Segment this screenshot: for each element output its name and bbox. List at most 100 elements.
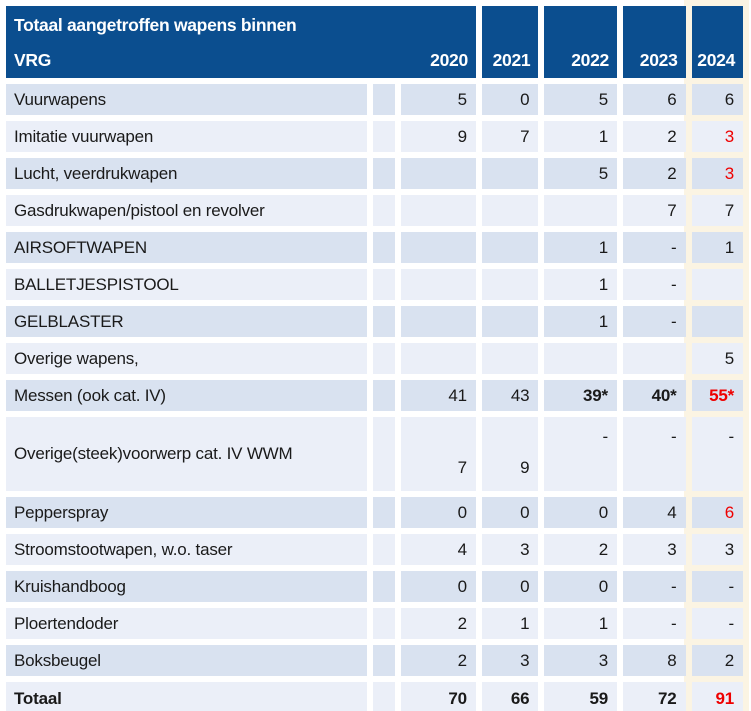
value-cell: 6	[691, 497, 743, 528]
value-cell: 3	[691, 121, 743, 152]
row-label: Pepperspray	[6, 497, 368, 528]
row-label: Messen (ook cat. IV)	[6, 380, 368, 411]
value-cell: 39*	[544, 380, 617, 411]
value-cell	[481, 306, 539, 337]
table-row: Boksbeugel 2 3 3 8 2	[6, 645, 743, 676]
column-header-2021: 2021	[481, 6, 539, 78]
table-row: Overige(steek)voorwerp cat. IV WWM 7 9- - -	[6, 417, 743, 491]
value-cell	[544, 343, 617, 374]
row-label: Vuurwapens	[6, 84, 368, 115]
value-cell: 1	[544, 608, 617, 639]
row-label: AIRSOFTWAPEN	[6, 232, 368, 263]
value-cell	[481, 195, 539, 226]
row-label: Lucht, veerdrukwapen	[6, 158, 368, 189]
value-cell: 3	[622, 534, 686, 565]
row-label: Imitatie vuurwapen	[6, 121, 368, 152]
value-cell: 4	[401, 534, 476, 565]
value-cell: 7	[401, 417, 476, 491]
value-cell: 5	[544, 158, 617, 189]
value-cell: 70	[401, 682, 476, 711]
row-label: Totaal	[6, 682, 368, 711]
row-label: Ploertendoder	[6, 608, 368, 639]
value-cell: 2	[401, 645, 476, 676]
value-cell: -	[691, 571, 743, 602]
table-body: Vuurwapens 5 0 5 6 6 Imitatie vuurwapen 9 7 1 2 3 Lu…	[6, 84, 743, 711]
table-row: Ploertendoder 2 1 1- -	[6, 608, 743, 639]
column-header-2024: 2024	[691, 6, 743, 78]
spacer-cell	[373, 380, 396, 411]
value-cell	[401, 195, 476, 226]
value-cell: -	[622, 269, 686, 300]
spacer-cell	[373, 306, 396, 337]
value-cell: -	[691, 417, 743, 491]
value-cell: 4	[622, 497, 686, 528]
value-cell: -	[691, 608, 743, 639]
value-cell: -	[622, 608, 686, 639]
spacer-cell	[373, 497, 396, 528]
spacer-cell	[373, 534, 396, 565]
row-label: Overige(steek)voorwerp cat. IV WWM	[6, 417, 368, 491]
value-cell	[481, 232, 539, 263]
table-row: Pepperspray 0 0 0 4 6	[6, 497, 743, 528]
spacer-cell	[373, 269, 396, 300]
table-row: Kruishandboog 0 0 0- -	[6, 571, 743, 602]
value-cell: 5	[691, 343, 743, 374]
value-cell: 59	[544, 682, 617, 711]
value-cell: 9	[481, 417, 539, 491]
value-cell: 6	[691, 84, 743, 115]
value-cell: 0	[401, 571, 476, 602]
value-cell: 43	[481, 380, 539, 411]
value-cell: 0	[481, 571, 539, 602]
spacer-cell	[373, 645, 396, 676]
value-cell: 0	[544, 571, 617, 602]
value-cell: 0	[544, 497, 617, 528]
value-cell: 3	[691, 534, 743, 565]
column-header-2023: 2023	[622, 6, 686, 78]
value-cell: -	[622, 571, 686, 602]
value-cell: 2	[691, 645, 743, 676]
spacer-cell	[373, 232, 396, 263]
row-label: GELBLASTER	[6, 306, 368, 337]
row-label: Overige wapens,	[6, 343, 368, 374]
value-cell: 40*	[622, 380, 686, 411]
value-cell: 1	[691, 232, 743, 263]
spacer-cell	[373, 158, 396, 189]
spacer-cell	[373, 343, 396, 374]
table-row: AIRSOFTWAPEN 1-1	[6, 232, 743, 263]
row-label: Boksbeugel	[6, 645, 368, 676]
table-row: Messen (ook cat. IV) 41 43 39* 40* 55*	[6, 380, 743, 411]
spacer-cell	[373, 195, 396, 226]
value-cell: 1	[544, 232, 617, 263]
column-header-2022: 2022	[544, 6, 617, 78]
value-cell: 7	[622, 195, 686, 226]
value-cell	[691, 306, 743, 337]
spacer-cell	[373, 608, 396, 639]
value-cell: 3	[691, 158, 743, 189]
value-cell	[401, 343, 476, 374]
table-row: Imitatie vuurwapen 9 7 1 2 3	[6, 121, 743, 152]
table-row: GELBLASTER 1-	[6, 306, 743, 337]
value-cell	[401, 232, 476, 263]
value-cell: 72	[622, 682, 686, 711]
table-row: Overige wapens, 5	[6, 343, 743, 374]
value-cell: -	[622, 306, 686, 337]
value-cell: 1	[544, 121, 617, 152]
spacer-cell	[373, 417, 396, 491]
value-cell: 66	[481, 682, 539, 711]
value-cell: 1	[481, 608, 539, 639]
value-cell	[401, 269, 476, 300]
value-cell	[481, 343, 539, 374]
value-cell: 7	[691, 195, 743, 226]
table-row: Totaal 70 66 59 72 91	[6, 682, 743, 711]
table-title-line1: Totaal aangetroffen wapens binnen	[14, 15, 297, 35]
value-cell: 2	[622, 158, 686, 189]
value-cell: -	[544, 417, 617, 491]
table-header-row: Totaal aangetroffen wapens binnen VRG 20…	[6, 6, 743, 78]
spacer-cell	[373, 571, 396, 602]
value-cell	[401, 306, 476, 337]
value-cell: 0	[401, 497, 476, 528]
table-title-cell: Totaal aangetroffen wapens binnen VRG 20…	[6, 6, 476, 78]
value-cell: 2	[401, 608, 476, 639]
value-cell	[401, 158, 476, 189]
